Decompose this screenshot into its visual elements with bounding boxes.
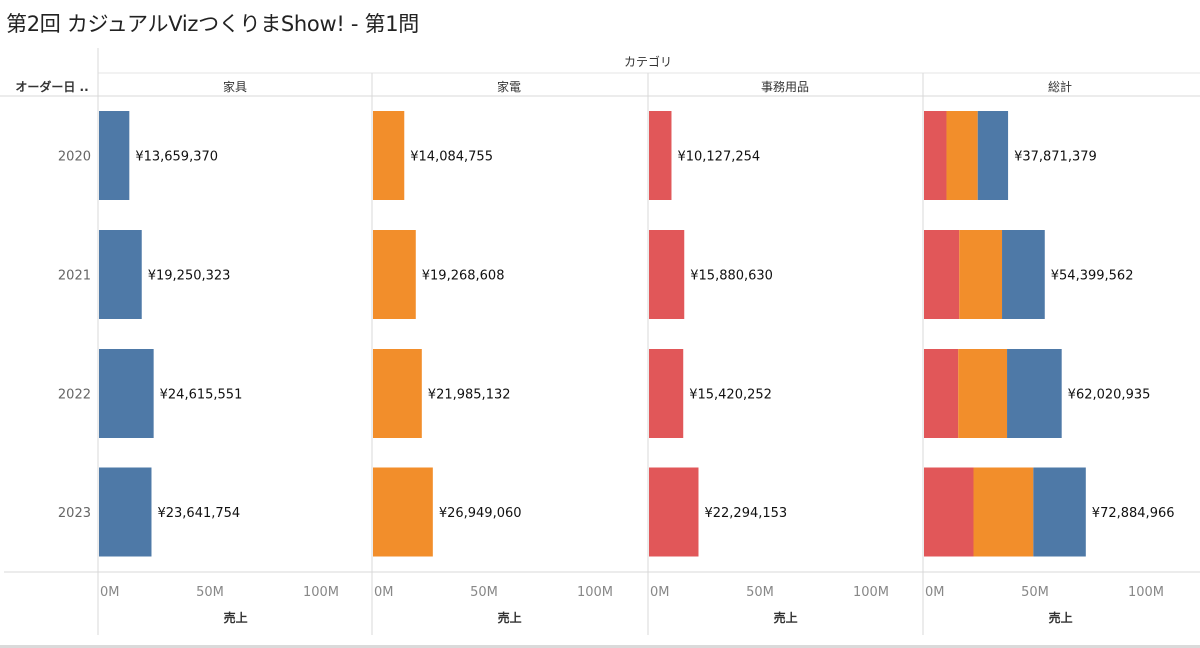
bar-segment	[924, 111, 947, 200]
tick-label: 0M	[925, 585, 945, 600]
bar-segment	[924, 349, 959, 438]
tick-label: 0M	[374, 585, 394, 600]
panel-header: 総計	[1048, 79, 1072, 94]
bar	[373, 111, 405, 200]
tick-label: 0M	[100, 585, 120, 600]
bar-segment	[977, 111, 1009, 200]
row-label: 2022	[58, 388, 91, 403]
bar-segment	[924, 230, 960, 319]
panel-header: 家具	[223, 79, 247, 94]
bar-segment	[1002, 230, 1045, 319]
bottom-bar	[0, 645, 1200, 648]
tick-label: 50M	[470, 585, 498, 600]
data-label: ¥19,268,608	[422, 269, 505, 284]
page-title: 第2回 カジュアルVizつくりまShow! - 第1問	[6, 12, 419, 36]
bar	[649, 467, 699, 557]
bar-segment	[924, 467, 974, 557]
bar-segment	[1007, 349, 1062, 438]
data-label: ¥19,250,323	[148, 269, 231, 284]
row-label: 2020	[58, 150, 91, 165]
bar	[373, 467, 433, 557]
tick-label: 100M	[577, 585, 613, 600]
data-label: ¥21,985,132	[428, 388, 511, 403]
bar	[99, 111, 130, 200]
data-label: ¥22,294,153	[704, 506, 787, 521]
bar	[373, 230, 416, 319]
bar	[649, 349, 684, 438]
data-label: ¥10,127,254	[677, 150, 760, 165]
column-header: カテゴリ	[624, 54, 672, 69]
data-label: ¥23,641,754	[157, 506, 240, 521]
data-label: ¥14,084,755	[410, 150, 493, 165]
bar	[99, 230, 142, 319]
data-label: ¥15,420,252	[689, 388, 772, 403]
bar	[373, 349, 422, 438]
bar-segment	[958, 349, 1008, 438]
tick-label: 50M	[746, 585, 774, 600]
bar-segment	[1033, 467, 1086, 557]
bar	[99, 467, 152, 557]
row-header: オーダー日 ..	[15, 79, 88, 94]
bar	[649, 111, 672, 200]
data-label: ¥26,949,060	[439, 506, 522, 521]
tick-label: 100M	[303, 585, 339, 600]
tick-label: 100M	[853, 585, 889, 600]
bar-segment	[946, 111, 978, 200]
axis-title: 売上	[224, 610, 248, 625]
bar-segment	[959, 230, 1003, 319]
data-label: ¥72,884,966	[1092, 506, 1175, 521]
data-label: ¥37,871,379	[1014, 150, 1097, 165]
axis-title: 売上	[774, 610, 798, 625]
bar-segment	[973, 467, 1034, 557]
panel-header: 事務用品	[761, 80, 809, 94]
data-label: ¥24,615,551	[160, 388, 243, 403]
row-label: 2021	[58, 269, 91, 284]
row-label: 2023	[58, 506, 91, 521]
axis-title: 売上	[1049, 610, 1073, 625]
tick-label: 50M	[1021, 585, 1049, 600]
bar	[99, 349, 154, 438]
data-label: ¥15,880,630	[690, 269, 773, 284]
axis-title: 売上	[498, 610, 522, 625]
data-label: ¥13,659,370	[135, 150, 218, 165]
panel-header: 家電	[497, 79, 521, 94]
data-label: ¥62,020,935	[1068, 388, 1151, 403]
bar	[649, 230, 685, 319]
tick-label: 0M	[650, 585, 670, 600]
tick-label: 100M	[1128, 585, 1164, 600]
tick-label: 50M	[196, 585, 224, 600]
data-label: ¥54,399,562	[1051, 269, 1134, 284]
